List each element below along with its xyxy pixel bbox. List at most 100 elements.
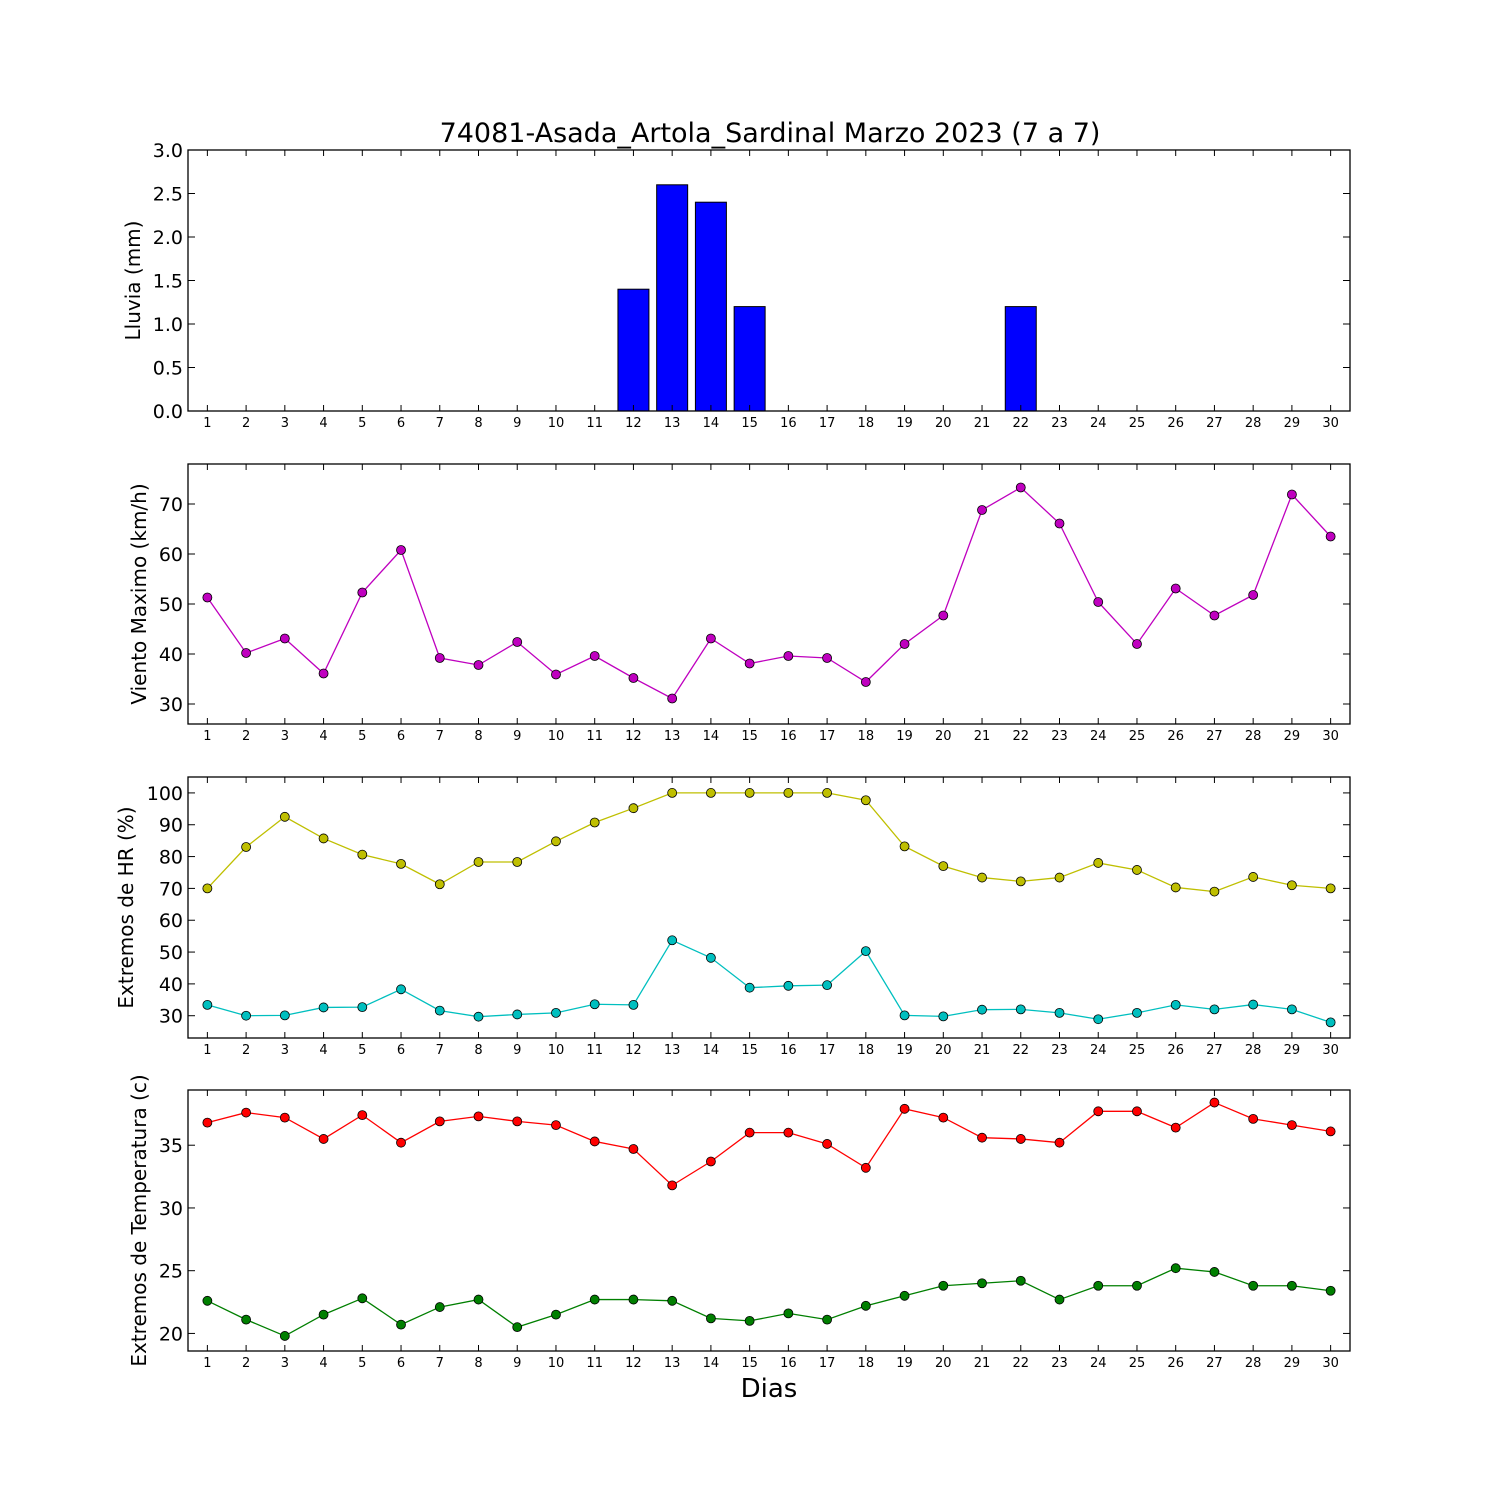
data-point bbox=[667, 788, 678, 798]
data-point bbox=[1287, 1120, 1297, 1131]
data-point bbox=[202, 883, 213, 894]
data-point bbox=[1132, 1106, 1142, 1117]
data-point bbox=[628, 1294, 639, 1305]
data-point bbox=[1054, 1007, 1065, 1018]
data-point bbox=[1325, 531, 1336, 542]
x-tick-label: 4 bbox=[319, 729, 327, 744]
series-line bbox=[207, 939, 1331, 1024]
x-axis-label: Dias bbox=[741, 1374, 798, 1404]
x-tick-label: 17 bbox=[819, 1043, 836, 1058]
series-line bbox=[207, 1267, 1331, 1337]
data-point bbox=[899, 639, 910, 649]
data-point bbox=[667, 1295, 678, 1306]
data-point bbox=[1015, 1004, 1026, 1015]
data-point bbox=[1170, 583, 1181, 594]
chart-title: 74081-Asada_Artola_Sardinal Marzo 2023 (… bbox=[440, 118, 1101, 149]
data-point bbox=[628, 1144, 639, 1154]
x-tick-label: 2 bbox=[242, 729, 250, 744]
x-tick-label: 19 bbox=[896, 1043, 913, 1058]
data-point bbox=[899, 841, 910, 852]
data-point bbox=[357, 1002, 368, 1013]
x-tick-label: 11 bbox=[586, 1043, 603, 1058]
data-point bbox=[822, 653, 832, 663]
data-point bbox=[744, 1127, 755, 1138]
x-tick-label: 1 bbox=[203, 1356, 211, 1371]
data-point bbox=[512, 857, 523, 867]
data-point bbox=[279, 1112, 290, 1123]
x-tick-label: 4 bbox=[319, 1043, 327, 1058]
y-tick-label: 50 bbox=[159, 942, 183, 964]
x-tick-label: 20 bbox=[935, 1043, 952, 1058]
data-point bbox=[434, 1116, 445, 1127]
x-tick-label: 20 bbox=[935, 416, 952, 431]
data-point bbox=[899, 1290, 910, 1301]
x-tick-label: 9 bbox=[513, 1356, 521, 1371]
x-tick-label: 30 bbox=[1322, 416, 1339, 431]
data-point bbox=[589, 1136, 600, 1147]
y-tick-label: 3.0 bbox=[153, 140, 183, 162]
data-point bbox=[706, 788, 716, 798]
x-tick-label: 15 bbox=[741, 416, 758, 431]
data-point bbox=[1054, 1137, 1065, 1148]
data-point bbox=[434, 653, 445, 663]
data-point bbox=[551, 1120, 561, 1131]
data-point bbox=[628, 803, 639, 814]
data-point bbox=[1287, 880, 1297, 891]
data-point bbox=[396, 984, 406, 995]
data-point bbox=[822, 1314, 832, 1325]
data-point bbox=[357, 849, 368, 860]
y-tick-label: 20 bbox=[159, 1323, 183, 1345]
x-tick-label: 13 bbox=[664, 1356, 681, 1371]
data-point bbox=[938, 861, 949, 872]
data-point bbox=[938, 1011, 949, 1022]
data-point bbox=[512, 1322, 523, 1333]
data-point bbox=[241, 1010, 252, 1021]
data-point bbox=[899, 1103, 910, 1114]
x-tick-label: 25 bbox=[1129, 729, 1146, 744]
x-tick-label: 27 bbox=[1206, 1356, 1223, 1371]
y-tick-label: 70 bbox=[159, 878, 183, 900]
x-tick-label: 6 bbox=[397, 1043, 405, 1058]
x-tick-label: 21 bbox=[974, 1356, 991, 1371]
x-tick-label: 28 bbox=[1245, 1356, 1262, 1371]
x-tick-label: 29 bbox=[1284, 1356, 1301, 1371]
x-tick-label: 12 bbox=[625, 1043, 642, 1058]
series-line bbox=[206, 792, 1331, 893]
data-point bbox=[241, 648, 252, 658]
x-tick-label: 16 bbox=[780, 1356, 797, 1371]
data-point bbox=[628, 1000, 639, 1010]
data-point bbox=[744, 982, 755, 993]
y-tick-label: 50 bbox=[159, 594, 183, 616]
data-point bbox=[628, 673, 639, 683]
y-tick-label: 2.5 bbox=[153, 184, 183, 206]
data-point bbox=[1015, 482, 1026, 493]
data-point bbox=[396, 1137, 406, 1148]
y-tick-label: 0.5 bbox=[153, 358, 183, 380]
data-point bbox=[1325, 1126, 1336, 1137]
y-tick-label: 1.5 bbox=[153, 271, 183, 293]
data-point bbox=[860, 677, 871, 687]
x-tick-label: 26 bbox=[1167, 416, 1184, 431]
y-tick-label: 40 bbox=[159, 974, 183, 996]
data-point bbox=[202, 1117, 213, 1128]
data-point bbox=[589, 817, 600, 828]
data-point bbox=[1248, 1113, 1259, 1124]
x-tick-label: 18 bbox=[858, 729, 875, 744]
x-tick-label: 17 bbox=[819, 1356, 836, 1371]
y-tick-label: 2.0 bbox=[153, 227, 183, 249]
x-tick-label: 21 bbox=[974, 416, 991, 431]
x-tick-label: 11 bbox=[586, 729, 603, 744]
x-tick-label: 24 bbox=[1090, 1356, 1107, 1371]
data-point bbox=[667, 693, 678, 704]
data-point bbox=[783, 1127, 794, 1138]
x-tick-label: 25 bbox=[1129, 1043, 1146, 1058]
data-point bbox=[512, 1009, 523, 1020]
x-tick-label: 24 bbox=[1090, 416, 1107, 431]
data-point bbox=[434, 1302, 445, 1312]
data-point bbox=[1093, 858, 1104, 868]
data-point bbox=[667, 1180, 678, 1191]
data-point bbox=[1248, 590, 1259, 600]
x-tick-label: 21 bbox=[974, 729, 991, 744]
